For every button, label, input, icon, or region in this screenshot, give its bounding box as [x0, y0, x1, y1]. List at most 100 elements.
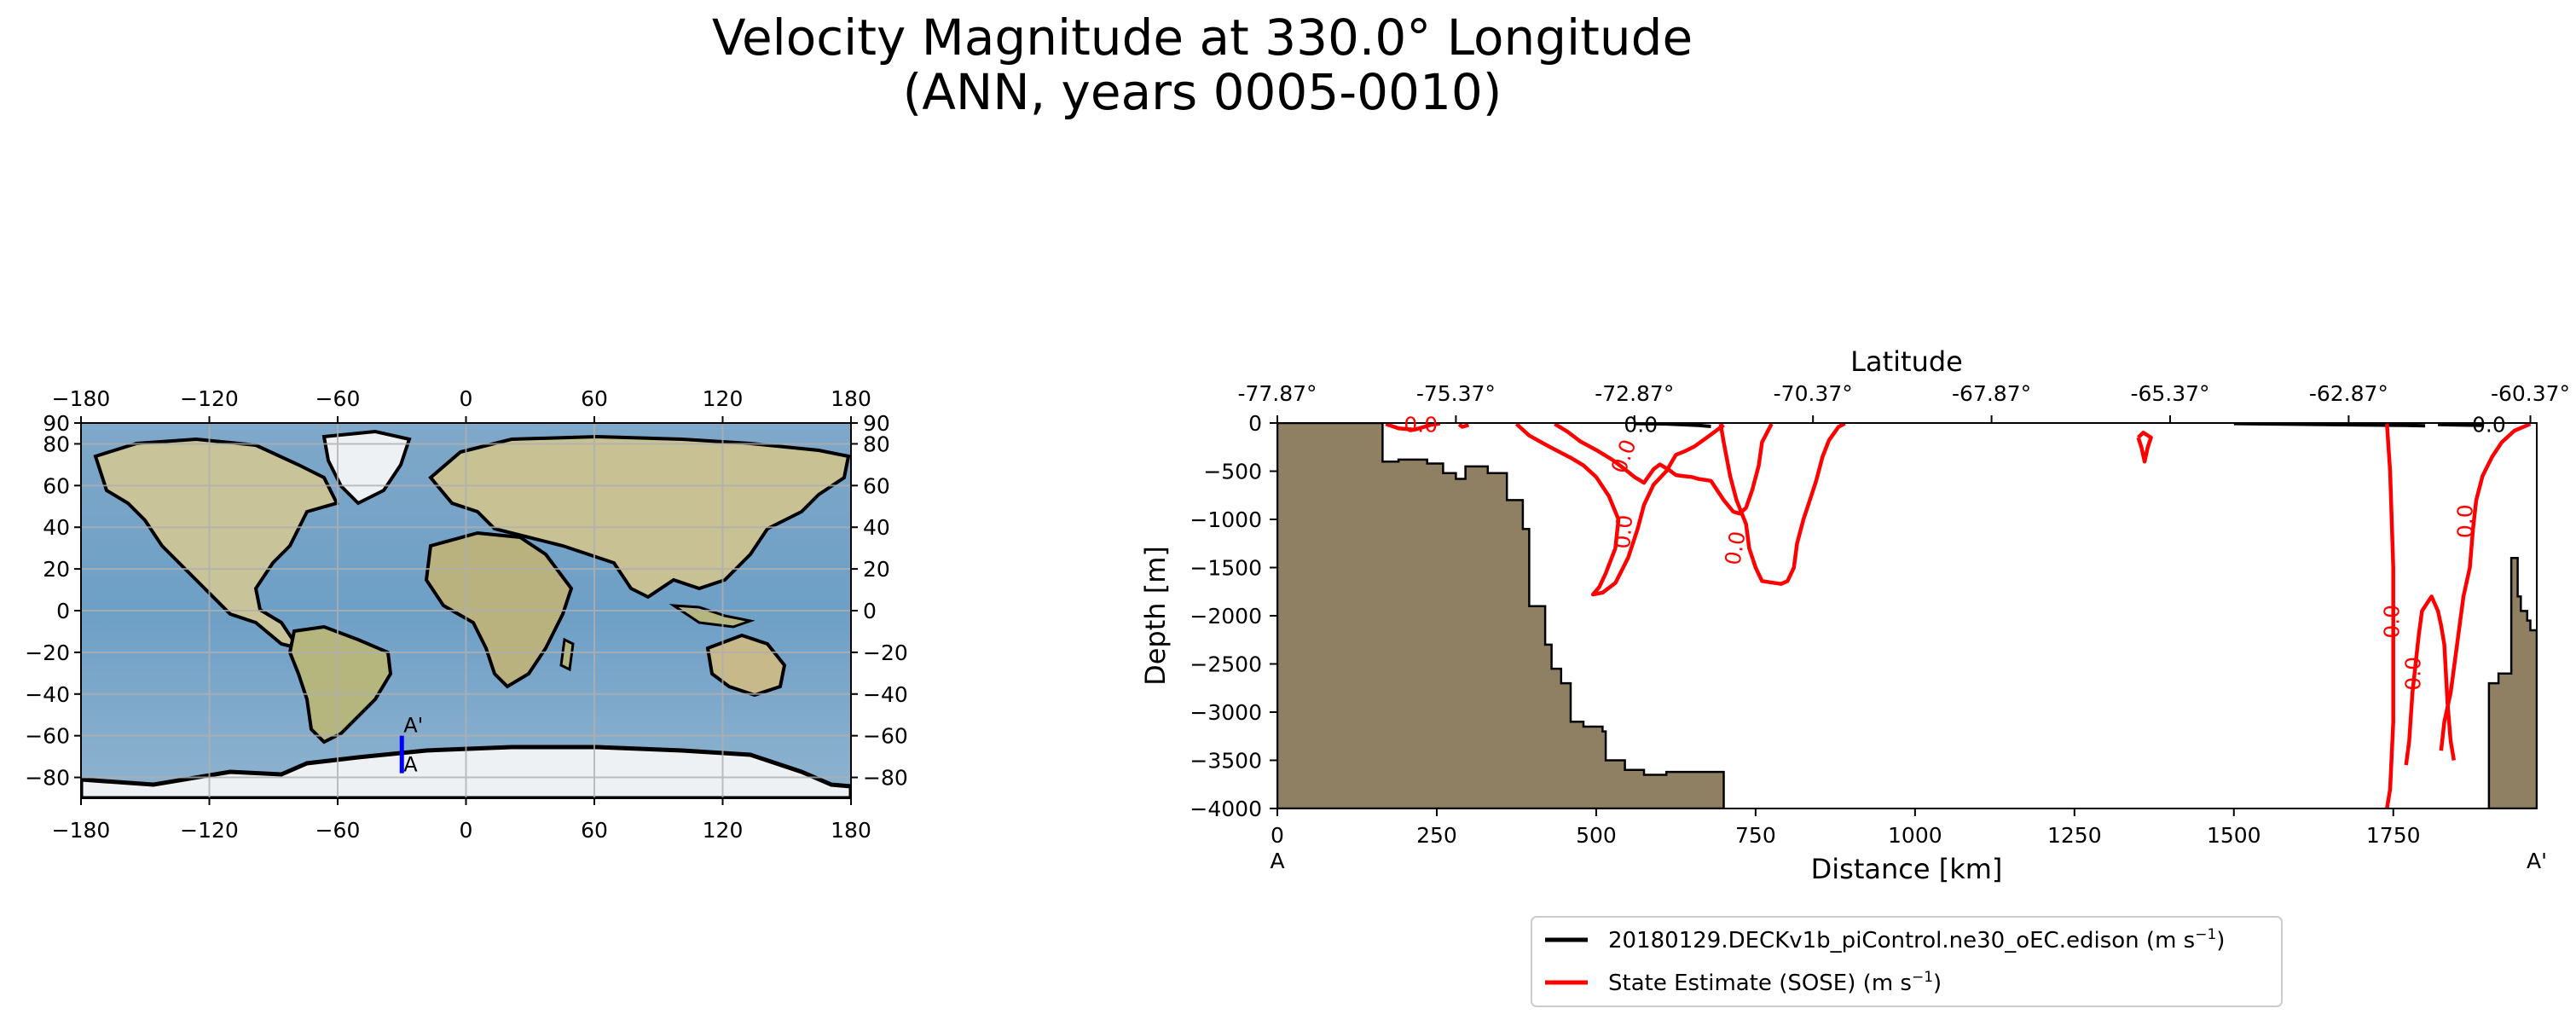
y-tick-label: 0 — [1248, 411, 1262, 436]
y-tick-label: −1500 — [1190, 556, 1262, 581]
top-tick-label: -65.37° — [2130, 381, 2209, 406]
map-top-tick-label: 120 — [703, 386, 744, 411]
legend: 20180129.DECKv1b_piControl.ne30_oEC.edis… — [1531, 916, 2283, 1007]
map-bottom-tick-label: −120 — [180, 818, 239, 843]
contour-label: 0.0 — [2472, 412, 2506, 437]
contour-label: 0.0 — [1610, 513, 1637, 549]
contour-label: 0.0 — [2400, 657, 2425, 691]
map-bottom-tick-label: 120 — [703, 818, 744, 843]
map-right-tick-label: 80 — [863, 432, 890, 456]
transect-label-end: A' — [403, 714, 423, 738]
y-axis-label: Depth [m] — [1139, 546, 1172, 686]
top-tick-label: -70.37° — [1774, 381, 1853, 406]
map-top-tick-label: 180 — [831, 386, 871, 411]
map-tick-labels: −180 −180 −120 −120 −60 −60 0 0 60 60 120 120 180 180… — [25, 386, 908, 843]
section-panel: 0.00.00.00.0 0.00.00.00.00.0 0 250 500 750 10… — [1139, 345, 2570, 885]
map-left-tick-label: 40 — [43, 515, 70, 540]
legend-box — [1531, 916, 2283, 1007]
top-tick-label: -75.37° — [1416, 381, 1496, 406]
contour-label: 0.0 — [1404, 412, 1438, 437]
sose-contour-line — [2439, 423, 2532, 751]
map-left-tick-label: 60 — [43, 473, 70, 498]
contour-labels: 0.00.00.00.0 0.00.00.00.00.0 — [1404, 412, 2505, 690]
legend-model-name: 20180129.DECKv1b_piControl.ne30_oEC.edis… — [1608, 928, 2139, 953]
legend-sose-name: State Estimate (SOSE) — [1608, 971, 1855, 996]
map-top-tick-label: −120 — [180, 386, 239, 411]
y-tick-label: −4000 — [1190, 797, 1262, 821]
x-tick-label: 250 — [1416, 823, 1457, 848]
top-tick-label: -77.87° — [1237, 381, 1317, 406]
map-right-tick-label: 40 — [863, 515, 890, 540]
bathymetry-left — [1277, 423, 1725, 808]
y-tick-label: −3000 — [1190, 700, 1262, 725]
x-tick-label: 1750 — [2366, 823, 2421, 848]
y-tick-label: −1000 — [1190, 507, 1262, 532]
x-tick-label: 500 — [1576, 823, 1617, 848]
x-tick-label: 750 — [1735, 823, 1776, 848]
y-tick-label: −500 — [1203, 460, 1262, 484]
map-left-tick-label: 0 — [56, 599, 70, 623]
map-bottom-tick-label: −60 — [315, 818, 361, 843]
model-contour-line — [2438, 423, 2483, 427]
map-top-tick-label: 0 — [460, 386, 473, 411]
top-tick-label: -67.87° — [1952, 381, 2031, 406]
sose-contour-line — [2385, 423, 2395, 808]
map-top-tick-label: 60 — [581, 386, 608, 411]
x-tick-label: 0 — [1271, 823, 1284, 848]
map-top-tick-label: −60 — [315, 386, 361, 411]
top-axis-label: Latitude — [1850, 345, 1963, 378]
sose-contour-line — [1385, 423, 1441, 432]
madagascar-landmass — [559, 637, 575, 672]
section-endpoint-a: A — [1270, 849, 1284, 873]
contour-label: 0.0 — [1624, 412, 1658, 437]
map-right-tick-label: 20 — [863, 557, 890, 582]
contour-label: 0.0 — [2380, 605, 2405, 639]
map-left-tick-label: −40 — [25, 682, 70, 707]
y-tick-label: −2500 — [1190, 652, 1262, 677]
map-gridlines — [81, 423, 851, 798]
map-right-tick-label: −60 — [863, 724, 908, 749]
y-tick-label: −2000 — [1190, 604, 1262, 629]
contour-label: 0.0 — [1606, 436, 1641, 476]
legend-entry-model: 20180129.DECKv1b_piControl.ne30_oEC.edis… — [1608, 926, 2225, 953]
map-right-tick-label: −40 — [863, 682, 908, 707]
sose-contour-line — [1554, 423, 1774, 516]
legend-sose-unit: m s — [1872, 971, 1912, 996]
sose-contour-line — [1457, 423, 1470, 429]
eurasia-landmass — [428, 434, 851, 600]
world-map-panel: A A' −180 −180 −120 −120 −60 −60 0 0 60 60 120 120 1… — [25, 386, 908, 843]
transect-label-start: A — [403, 753, 418, 777]
map-right-tick-label: 0 — [863, 599, 877, 623]
map-right-tick-label: 60 — [863, 473, 890, 498]
y-tick-label: −3500 — [1190, 749, 1262, 774]
sose-contour-line — [1514, 423, 1725, 597]
section-endpoint-a-prime: A' — [2527, 849, 2547, 873]
sose-contours — [1385, 423, 2532, 808]
top-tick-label: -62.87° — [2309, 381, 2388, 406]
sose-contour-line — [2136, 431, 2153, 464]
map-right-tick-label: −20 — [863, 640, 908, 665]
south-america-landmass — [287, 624, 393, 745]
figure-title-line1: Velocity Magnitude at 330.0° Longitude — [711, 9, 1693, 67]
legend-entry-sose: State Estimate (SOSE) (m s−1) — [1608, 969, 1942, 996]
australia-landmass — [705, 633, 787, 698]
top-tick-label: -72.87° — [1595, 381, 1674, 406]
map-left-tick-label: 90 — [43, 411, 70, 436]
north-america-landmass — [93, 437, 339, 652]
x-tick-label: 1250 — [2047, 823, 2102, 848]
sose-contour-line — [1718, 423, 1846, 586]
x-axis-label: Distance [km] — [1811, 853, 2003, 885]
map-right-tick-label: 90 — [863, 411, 890, 436]
model-contour-line — [2233, 423, 2426, 428]
map-left-tick-label: 80 — [43, 432, 70, 456]
map-bottom-tick-label: 180 — [831, 818, 871, 843]
map-bottom-tick-label: 60 — [581, 818, 608, 843]
map-left-tick-label: −20 — [25, 640, 70, 665]
x-tick-label: 1500 — [2207, 823, 2261, 848]
top-tick-label: -60.37° — [2491, 381, 2570, 406]
model-contours — [1634, 423, 2483, 428]
map-right-tick-label: −80 — [863, 766, 908, 791]
map-top-tick-label: −180 — [52, 386, 111, 411]
contour-label: 0.0 — [1720, 530, 1750, 567]
